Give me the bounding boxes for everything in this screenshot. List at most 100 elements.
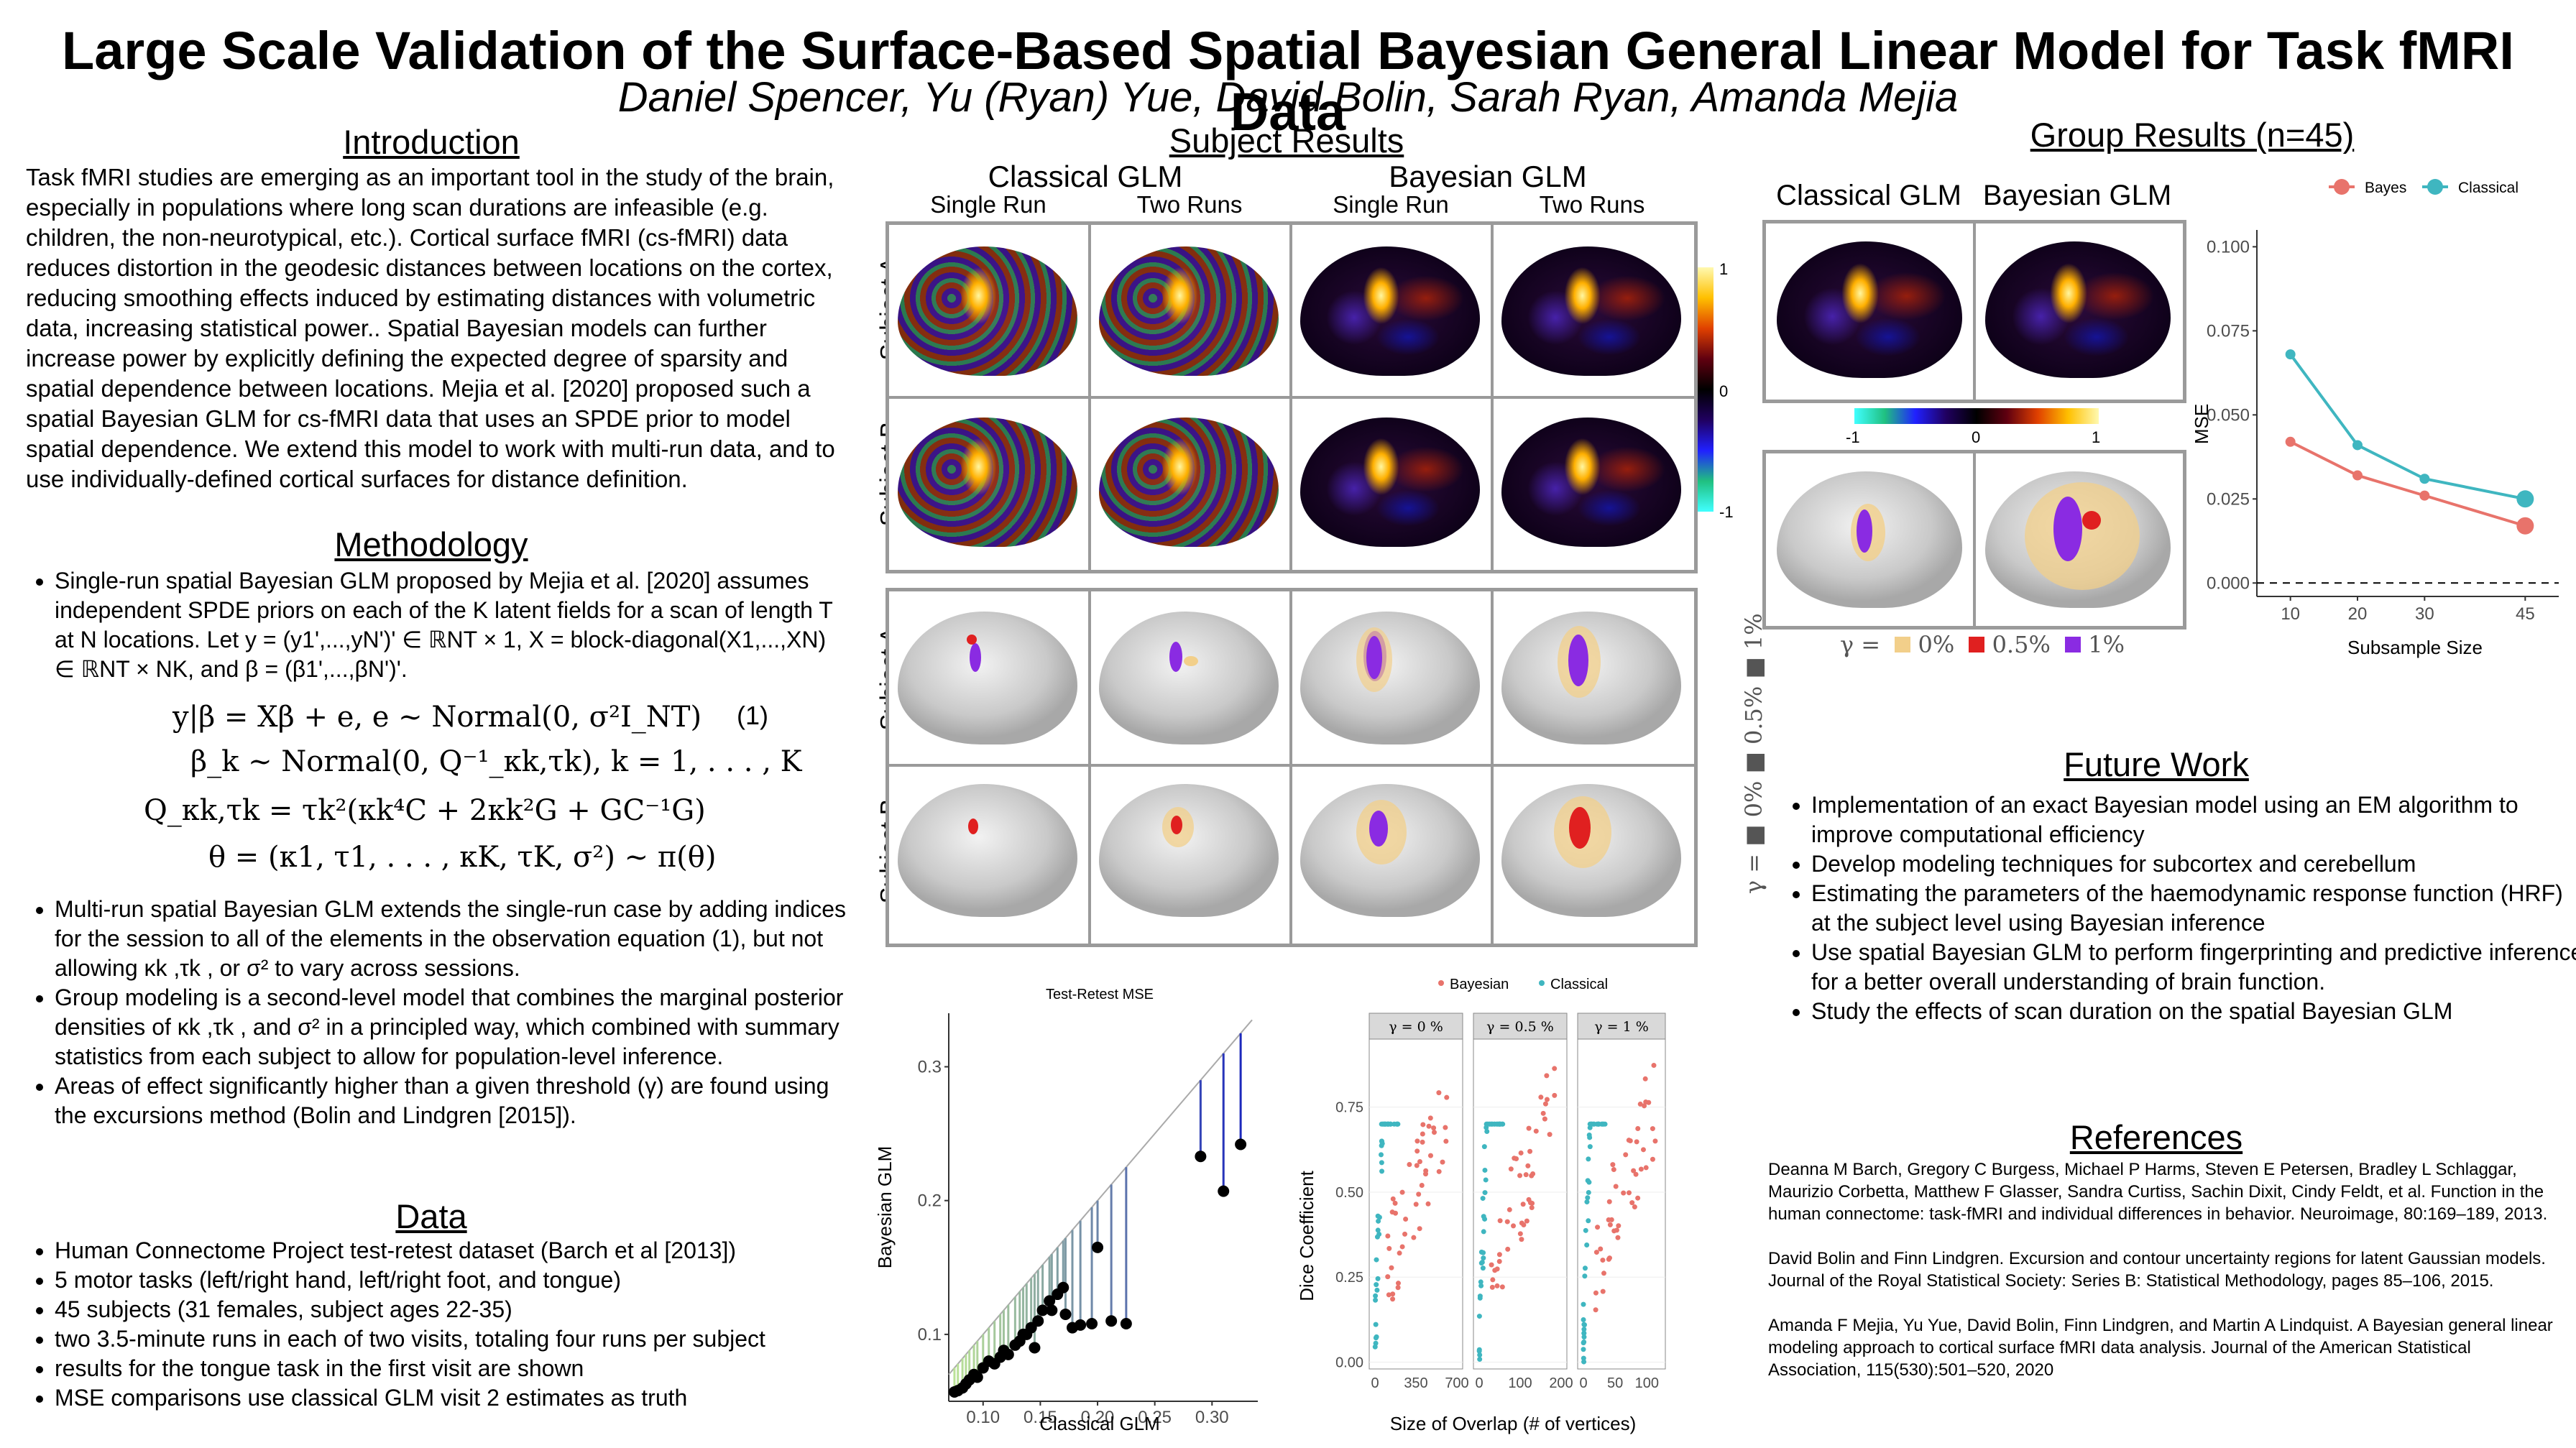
brain-a-bayes-two [1501, 246, 1681, 376]
subject-classical-label: Classical GLM [988, 160, 1183, 193]
dice-point-bayesian [1520, 1202, 1526, 1207]
dice-point-bayesian [1606, 1199, 1612, 1204]
dice-facet-label: γ = 1 % [1594, 1019, 1649, 1035]
dice-x-tick-label: 100 [1635, 1375, 1659, 1391]
tr-point [1195, 1150, 1207, 1163]
dice-point-bayesian [1431, 1125, 1437, 1131]
group-colorbar-tick-mid: 0 [1972, 428, 1981, 446]
equation-1: y|β = Xβ + e, e ~ Normal(0, σ²I_NT) [172, 701, 702, 734]
dice-point-bayesian [1538, 1094, 1544, 1100]
dice-point-bayesian [1540, 1110, 1546, 1116]
mse-y-tick-label: 0.100 [2207, 237, 2250, 257]
group-classical-label: Classical GLM [1776, 180, 1961, 211]
dice-point-classical [1581, 1347, 1586, 1352]
dice-point-bayesian [1637, 1101, 1643, 1107]
tr-point [1235, 1138, 1247, 1150]
dice-point-classical [1581, 1340, 1586, 1346]
dice-point-bayesian [1399, 1189, 1405, 1195]
future-work-item: Implementation of an exact Bayesian mode… [1811, 790, 2576, 849]
data-item: two 3.5-minute runs in each of two visit… [55, 1324, 852, 1354]
group-excursion-panel [1762, 450, 2186, 630]
tr-point [1059, 1308, 1072, 1320]
test-retest-chart: Test-Retest MSE 0.1 0.2 0.3 0.10 0.15 0.20 0.2… [874, 987, 1258, 1434]
dice-point-classical [1487, 1121, 1493, 1127]
brain-b-bayes-single [1300, 418, 1480, 547]
dice-x-tick-label: 700 [1445, 1375, 1468, 1391]
tr-y-tick-label: 0.3 [918, 1057, 942, 1076]
dice-point-bayesian [1634, 1139, 1639, 1145]
dice-point-bayesian [1593, 1250, 1599, 1255]
dice-xlabel: Size of Overlap (# of vertices) [1390, 1413, 1636, 1434]
dice-facet-label: γ = 0.5 % [1486, 1019, 1554, 1035]
dice-point-bayesian [1552, 1066, 1558, 1071]
dice-point-classical [1374, 1257, 1379, 1263]
dice-point-bayesian [1436, 1090, 1442, 1096]
dice-point-bayesian [1593, 1307, 1598, 1313]
data-heading: Data [395, 1197, 467, 1235]
dice-point-bayesian [1616, 1223, 1622, 1229]
subject-excursion-grid [886, 588, 1698, 947]
dice-point-bayesian [1650, 1126, 1655, 1132]
future-work-item: Study the effects of scan duration on th… [1811, 997, 2576, 1026]
dice-point-bayesian [1525, 1163, 1531, 1168]
dice-x-tick-label: 0 [1371, 1375, 1379, 1391]
group-gamma-1: 1% [2088, 631, 2125, 658]
dice-point-bayesian [1440, 1159, 1445, 1165]
dice-point-bayesian [1496, 1252, 1502, 1258]
dice-point-bayesian [1417, 1158, 1422, 1164]
dice-point-bayesian [1610, 1162, 1616, 1168]
col-single-run-2: Single Run [1333, 191, 1449, 218]
dice-point-classical [1586, 1156, 1591, 1162]
dice-point-classical [1584, 1199, 1590, 1205]
dice-point-bayesian [1518, 1150, 1524, 1156]
methodology-bullet-3: Group modeling is a second-level model t… [55, 983, 852, 1071]
dice-point-classical [1379, 1138, 1385, 1144]
mse-subsample-chart: Bayes Classical 0.000 0.025 0.050 0.075 0.10… [2191, 179, 2559, 658]
dice-point-bayesian [1643, 1165, 1649, 1171]
subject-bayesian-label: Bayesian GLM [1389, 160, 1587, 193]
group-gamma-05: 0.5% [1992, 631, 2051, 658]
dice-point-bayesian [1497, 1218, 1503, 1224]
excursion-brain-a-2 [1099, 612, 1279, 744]
dice-point-bayesian [1598, 1246, 1604, 1252]
dice-point-bayesian [1542, 1116, 1547, 1122]
dice-point-classical [1375, 1276, 1381, 1281]
methodology-heading: Methodology [334, 525, 528, 563]
colorbar-tick-mid: 0 [1719, 382, 1729, 400]
dice-point-bayesian [1626, 1138, 1632, 1143]
dice-point-classical [1480, 1196, 1486, 1202]
dice-facet-label: γ = 0 % [1389, 1019, 1443, 1035]
dice-point-classical [1584, 1242, 1590, 1248]
dice-point-classical [1375, 1227, 1381, 1233]
dice-point-classical [1476, 1314, 1482, 1319]
legend-swatch-0 [1895, 637, 1911, 652]
brain-a-classical-two [1099, 246, 1279, 376]
data-item: MSE comparisons use classical GLM visit … [55, 1383, 852, 1413]
mse-point [2419, 474, 2430, 484]
introduction-heading: Introduction [343, 123, 520, 161]
dice-point-classical [1477, 1293, 1483, 1299]
dice-point-classical [1482, 1216, 1488, 1222]
group-gamma-legend: γ = 0% 0.5% 1% [1840, 631, 2125, 658]
dice-x-tick-label: 350 [1404, 1375, 1427, 1391]
colorbar-tick-bottom: -1 [1719, 503, 1734, 521]
dice-point-classical [1480, 1265, 1486, 1271]
col-two-runs-1: Two Runs [1136, 191, 1243, 218]
mse-y-tick-label: 0.000 [2207, 573, 2250, 593]
dice-point-bayesian [1389, 1209, 1395, 1215]
dice-point-bayesian [1635, 1195, 1641, 1201]
equation-1-number: (1) [737, 701, 768, 730]
group-results-heading: Group Results (n=45) [2030, 116, 2355, 154]
methodology-list-1: Single-run spatial Bayesian GLM proposed… [26, 566, 845, 684]
group-gamma-0: 0% [1918, 631, 1955, 658]
dice-point-bayesian [1414, 1138, 1420, 1144]
tr-point [1036, 1304, 1049, 1316]
dice-point-bayesian [1615, 1235, 1621, 1240]
introduction-text: Task fMRI studies are emerging as an imp… [26, 164, 835, 492]
dice-point-classical [1373, 1293, 1379, 1299]
dice-point-bayesian [1506, 1207, 1512, 1212]
dice-facet-strip [1473, 1013, 1568, 1040]
dice-point-classical [1586, 1179, 1592, 1185]
dice-x-tick-label: 200 [1549, 1375, 1573, 1391]
dice-point-bayesian [1544, 1097, 1550, 1102]
